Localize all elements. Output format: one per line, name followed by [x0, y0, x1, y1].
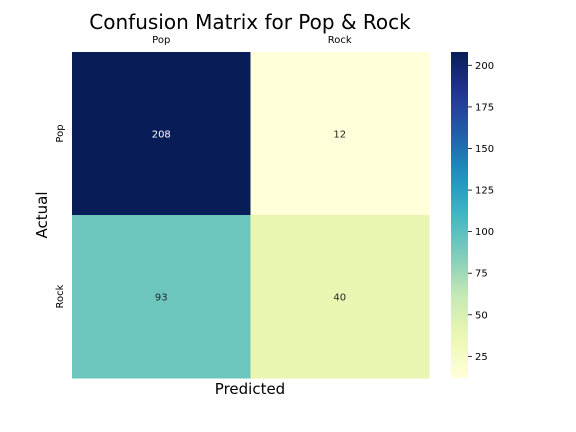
cell-value-label: 93: [155, 293, 168, 304]
colorbar: [451, 52, 468, 378]
x-tick-label: Pop: [152, 35, 170, 46]
heatmap-cell: [72, 52, 251, 216]
y-tick-label: Pop: [55, 124, 66, 142]
heatmap-cell: [72, 215, 251, 379]
colorbar-ticks: 25 50 75 100 125 150 175 200: [468, 61, 494, 363]
heatmap-cell: [250, 215, 430, 379]
heatmap-cells: 208 12 93 40: [72, 52, 430, 379]
heatmap-cell: [250, 52, 430, 216]
colorbar-tick-label: 200: [475, 61, 494, 72]
cell-value-label: 208: [152, 130, 171, 141]
chart-title: Confusion Matrix for Pop & Rock: [89, 10, 411, 34]
x-tick-label: Rock: [328, 35, 352, 46]
colorbar-tick-label: 25: [475, 352, 488, 363]
colorbar-tick-label: 100: [475, 227, 494, 238]
y-tick-labels: Pop Rock: [55, 124, 66, 308]
colorbar-tick-label: 150: [475, 144, 494, 155]
x-axis-label: Predicted: [215, 380, 285, 398]
colorbar-tick-label: 50: [475, 310, 488, 321]
colorbar-tick-label: 75: [475, 269, 488, 280]
y-axis-label: Actual: [33, 192, 51, 239]
y-tick-label: Rock: [55, 284, 66, 308]
cell-value-label: 40: [333, 293, 346, 304]
colorbar-tick-label: 125: [475, 186, 494, 197]
cell-value-label: 12: [333, 130, 346, 141]
colorbar-tick-label: 175: [475, 102, 494, 113]
x-tick-labels: Pop Rock: [152, 35, 352, 46]
